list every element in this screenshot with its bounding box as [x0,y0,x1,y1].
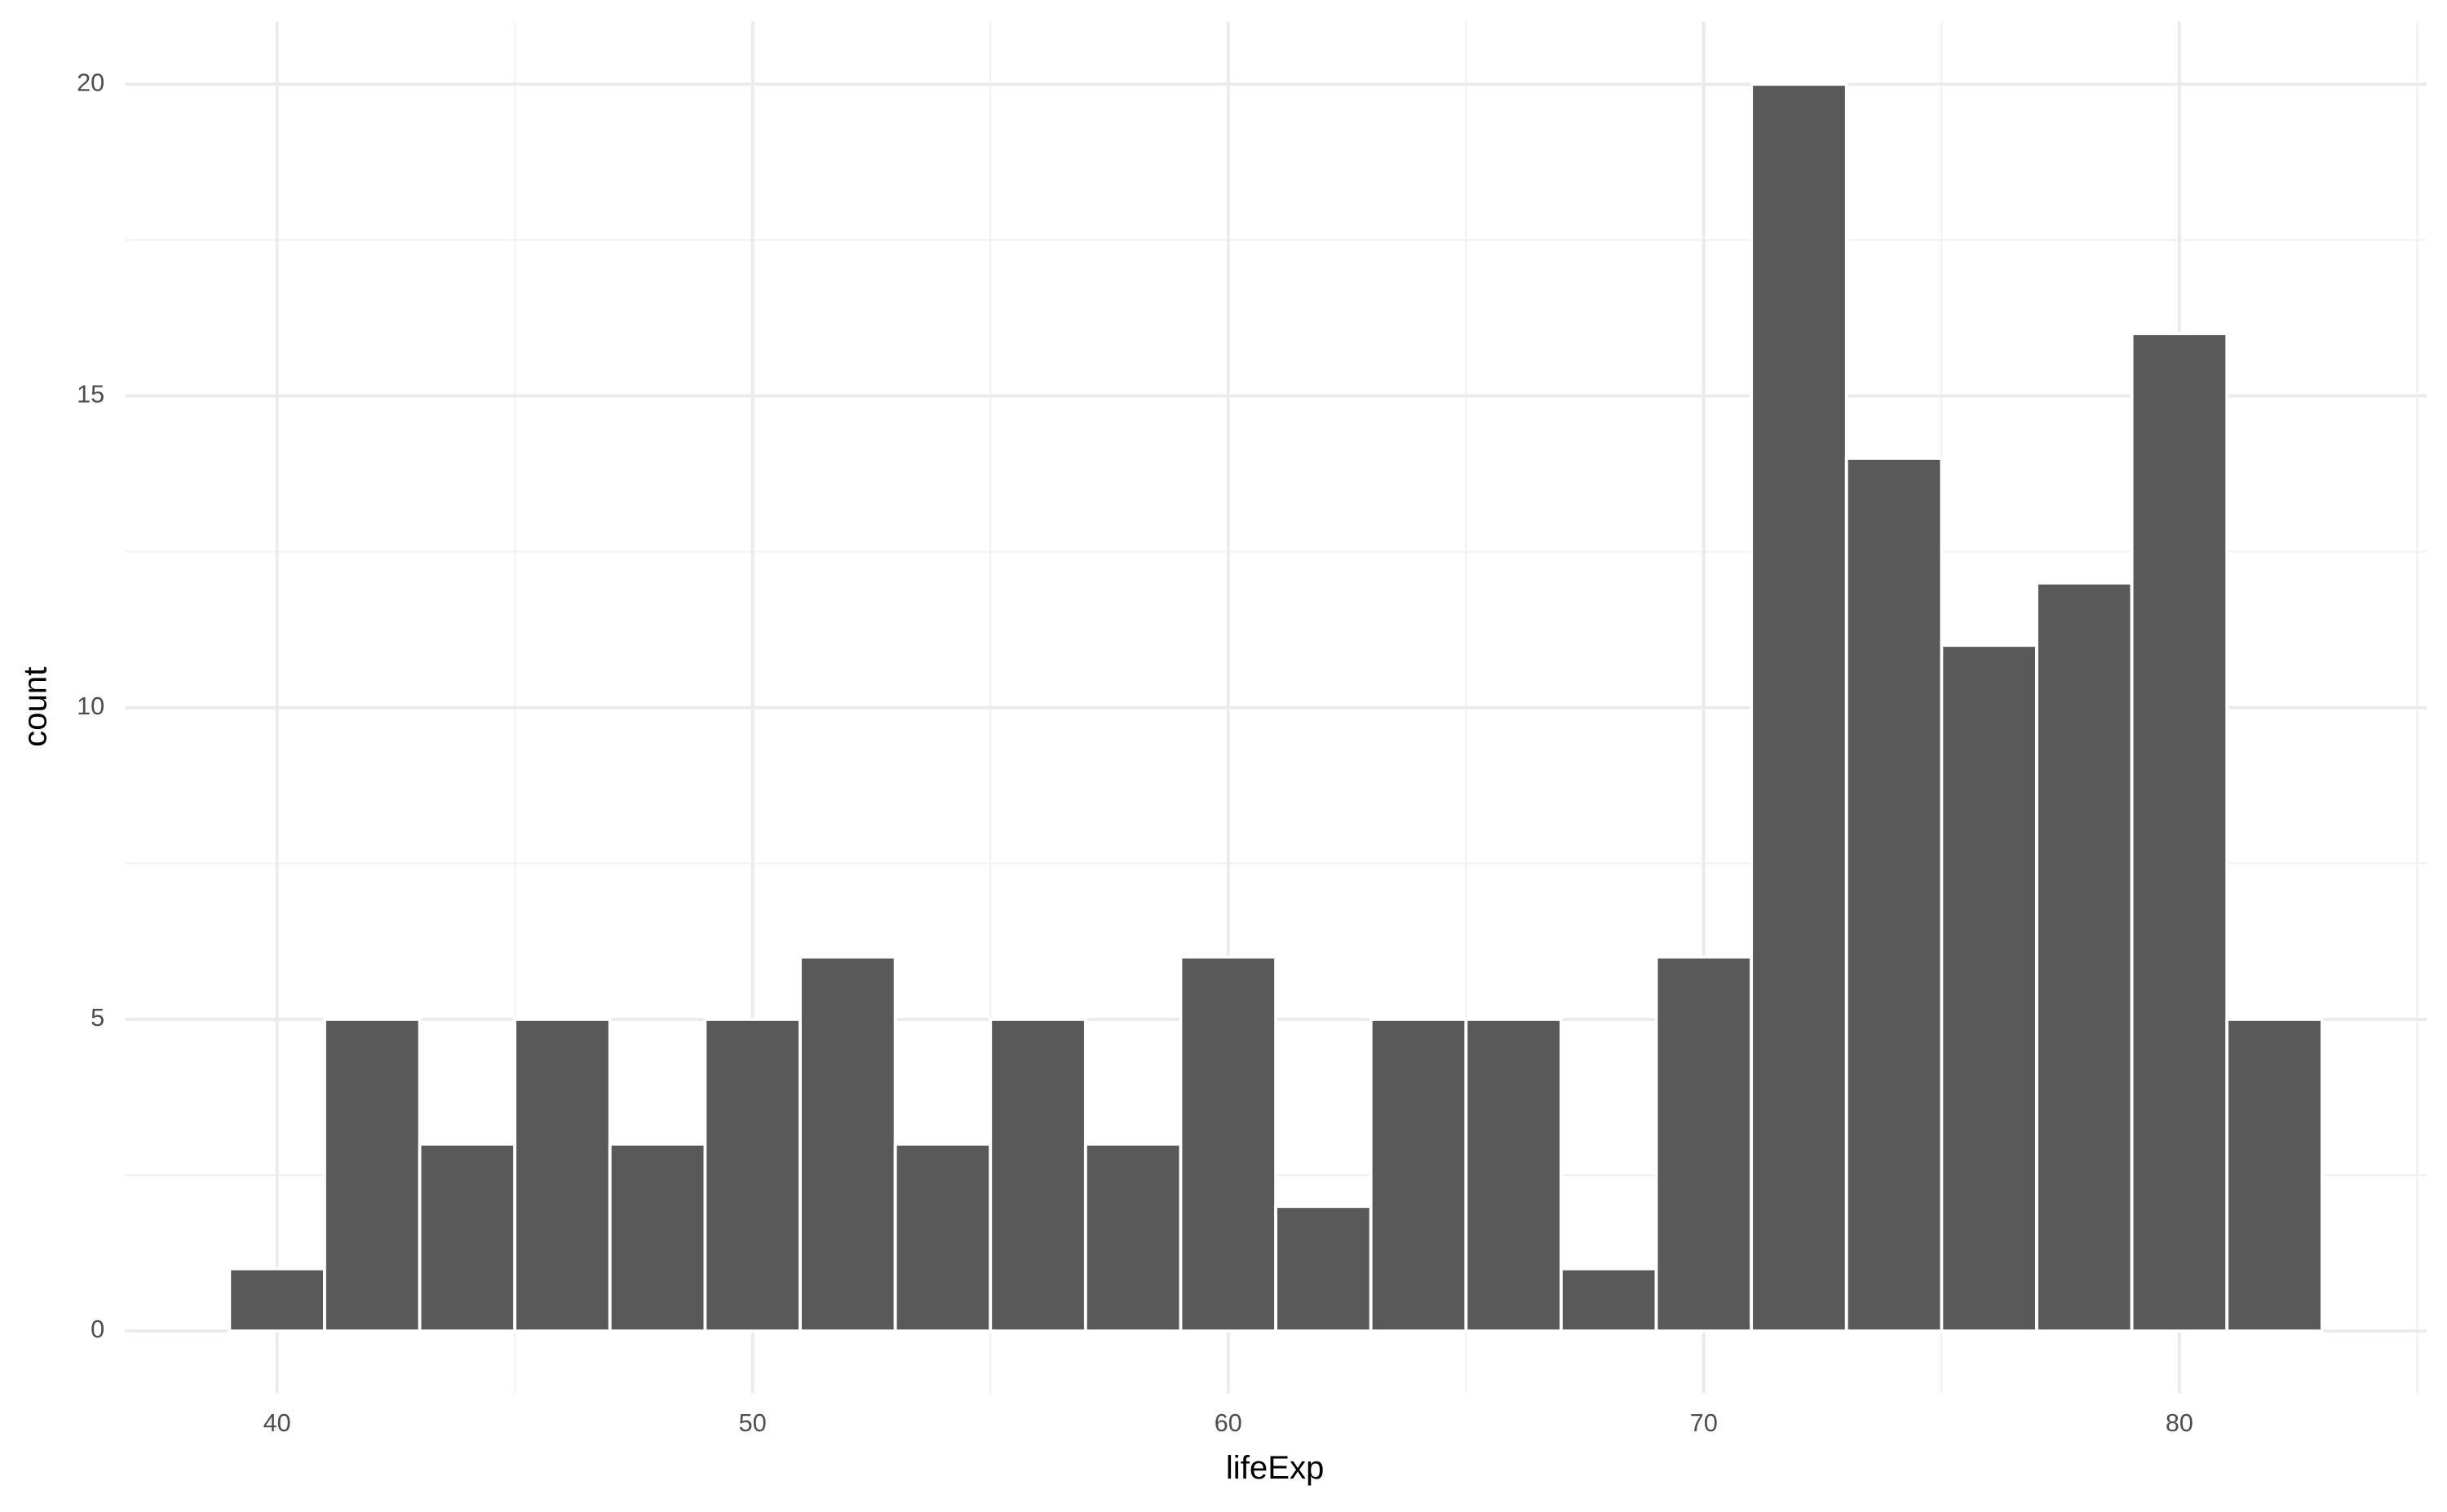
bar [893,1142,993,1333]
bar [1940,643,2038,1333]
x-tick-label: 50 [739,1409,767,1437]
bar [323,1017,422,1333]
y-tick-label: 5 [91,1004,104,1032]
bar [1369,1017,1468,1333]
y-tick-label: 10 [77,692,104,720]
bar [1654,955,1754,1333]
y-tick-label: 15 [77,381,104,409]
bar [2225,1017,2324,1333]
bar [2130,332,2229,1333]
bar [228,1267,326,1333]
bar [513,1017,612,1333]
bar [418,1142,517,1333]
y-axis-title: count [17,667,54,747]
bar [1464,1017,1563,1333]
x-tick-label: 60 [1215,1409,1242,1437]
bar [2035,581,2134,1333]
y-tick-label: 20 [77,69,104,96]
bar [1844,457,1944,1333]
bar [1750,82,1848,1333]
bar [1083,1142,1183,1333]
bar [703,1017,802,1333]
bar [799,955,897,1333]
bar [1274,1205,1373,1333]
x-tick-label: 80 [2166,1409,2193,1437]
x-tick-label: 40 [263,1409,291,1437]
bar [1179,955,1278,1333]
bar [608,1142,707,1333]
x-axis-title: lifeExp [1226,1449,1325,1486]
bar [989,1017,1087,1333]
y-tick-label: 0 [91,1315,104,1343]
bar [1560,1267,1658,1333]
x-tick-label: 70 [1690,1409,1718,1437]
